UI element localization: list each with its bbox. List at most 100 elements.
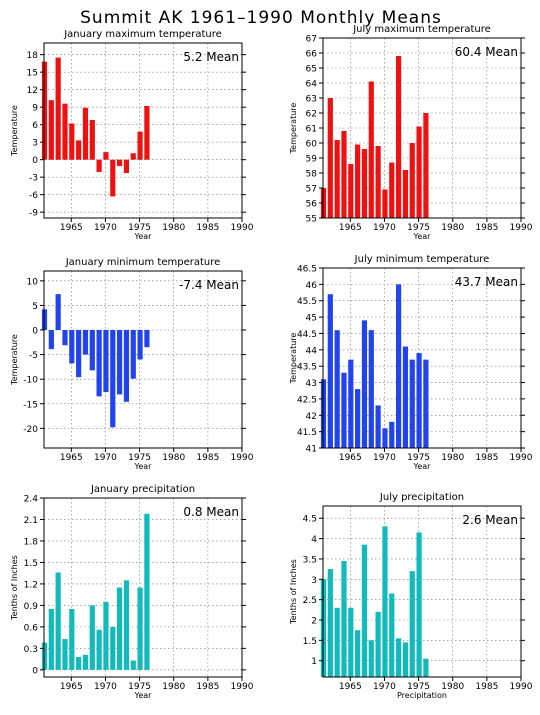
chart-title: July precipitation [379, 492, 464, 503]
mean-label: 60.4 Mean [455, 45, 518, 59]
bar [355, 389, 361, 448]
bar [110, 626, 116, 670]
bar [423, 658, 429, 677]
y-axis-label: Tenths of Inches [10, 555, 19, 621]
bar [103, 601, 109, 670]
x-tick-label: 1965 [60, 453, 83, 463]
bar [55, 57, 61, 160]
y-tick-label: 4 [311, 535, 317, 545]
bar [341, 372, 347, 448]
bar [82, 330, 89, 355]
x-axis-label: Year [413, 462, 432, 471]
x-axis: 1965 1970 1975 1980 1985 1990 [339, 677, 533, 692]
bar [402, 170, 409, 218]
y-tick-label: 1.8 [24, 537, 39, 547]
y-axis: -20 -15 -10 -5 0 5 10 [23, 277, 246, 435]
mean-label: 43.7 Mean [455, 275, 518, 289]
y-tick-label: 63 [306, 95, 317, 105]
x-tick-label: 1985 [475, 682, 498, 692]
plot-frame [322, 505, 522, 678]
y-tick-label: 41.5 [297, 428, 317, 438]
bar [409, 359, 415, 448]
y-axis-label: Temperature [289, 103, 298, 155]
bar [123, 580, 130, 670]
bar [327, 98, 333, 218]
x-tick-label: 1980 [162, 682, 185, 692]
x-tick-label: 1980 [162, 223, 185, 233]
x-tick-label: 1965 [339, 223, 362, 233]
chart-panel-4: 41 41.5 42 42.5 43 43.5 44 44.5 45 45.5 46 46.5 1965… [289, 254, 533, 471]
y-tick-label: 6 [32, 121, 38, 131]
x-tick-label: 1970 [373, 223, 396, 233]
bar [382, 428, 388, 448]
bar [89, 330, 95, 371]
bar [69, 608, 75, 670]
bar [348, 607, 354, 677]
x-tick-label: 1990 [231, 682, 254, 692]
bar [137, 131, 143, 160]
bar [368, 640, 374, 677]
bar [144, 106, 150, 160]
bar [137, 330, 143, 360]
bar [334, 330, 340, 448]
y-tick-label: 0.9 [24, 602, 39, 612]
bar [396, 284, 402, 448]
bar [82, 654, 89, 670]
bar [103, 330, 109, 392]
x-tick-label: 1965 [60, 223, 83, 233]
bar [103, 152, 109, 160]
y-axis-label: Temperature [10, 334, 19, 386]
x-tick-label: 1975 [128, 223, 151, 233]
bar [327, 569, 333, 677]
bar [117, 330, 123, 395]
y-tick-label: 2.5 [303, 596, 317, 606]
x-tick-label: 1970 [373, 453, 396, 463]
y-tick-label: 0 [32, 327, 38, 337]
bar [123, 159, 130, 174]
x-tick-label: 1990 [231, 223, 254, 233]
y-tick-label: 55 [306, 215, 317, 225]
y-tick-label: 18 [27, 51, 39, 61]
x-tick-label: 1985 [196, 223, 219, 233]
x-tick-label: 1980 [162, 453, 185, 463]
plot-frame [43, 42, 243, 219]
bar [55, 294, 61, 330]
bar [409, 571, 415, 677]
grid-lines [44, 43, 243, 218]
bar [130, 660, 136, 670]
bar [76, 140, 82, 160]
chart-panel-6: 1 1.5 2 2.5 3 3.5 4 4.5 1965 1970 1975 1980 1985 1990… [289, 492, 533, 700]
bar [55, 572, 61, 670]
bar [402, 642, 409, 677]
x-tick-label: 1985 [196, 453, 219, 463]
x-tick-label: 1985 [475, 223, 498, 233]
bar-series [41, 57, 150, 197]
bar [123, 330, 130, 402]
y-tick-label: -15 [23, 400, 38, 410]
chart-title: July minimum temperature [354, 254, 490, 265]
x-axis-label: Year [134, 462, 153, 471]
x-tick-label: 1985 [196, 682, 219, 692]
bar [117, 587, 123, 670]
x-tick-label: 1965 [339, 453, 362, 463]
bar [76, 330, 82, 378]
mean-label: 5.2 Mean [183, 50, 239, 64]
x-tick-label: 1980 [441, 223, 464, 233]
x-tick-label: 1985 [475, 453, 498, 463]
x-tick-label: 1990 [510, 453, 533, 463]
y-tick-label: 43.5 [297, 363, 317, 373]
y-tick-label: 64 [306, 80, 318, 90]
y-tick-label: 43 [306, 379, 317, 389]
bar [89, 120, 95, 160]
y-tick-label: 61 [306, 125, 317, 135]
y-axis-label: Tenths of Inches [289, 559, 298, 625]
bar [368, 81, 374, 218]
y-tick-label: 44 [306, 346, 318, 356]
bar [389, 421, 395, 448]
mean-label: 0.8 Mean [183, 505, 239, 519]
x-tick-label: 1965 [339, 682, 362, 692]
bar [48, 330, 54, 350]
y-tick-label: 2.4 [24, 495, 39, 505]
bar [396, 638, 402, 677]
